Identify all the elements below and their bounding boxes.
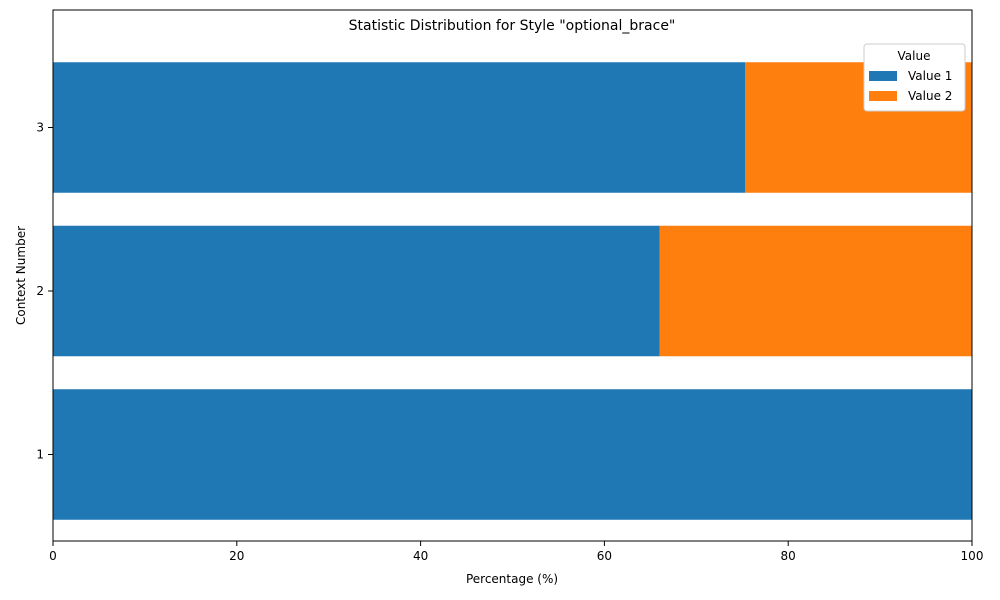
- y-tick-label: 3: [36, 121, 44, 135]
- bar-value-1-context-3: [53, 62, 746, 193]
- x-tick-label: 40: [413, 549, 428, 563]
- legend-title: Value: [898, 49, 931, 63]
- bar-value-1-context-1: [53, 389, 972, 520]
- legend-swatch: [869, 91, 897, 101]
- chart-title: Statistic Distribution for Style "option…: [349, 18, 676, 34]
- x-tick-label: 20: [229, 549, 244, 563]
- y-tick-label: 1: [36, 448, 44, 462]
- legend-swatch: [869, 71, 897, 81]
- legend-label: Value 2: [908, 89, 952, 103]
- legend-label: Value 1: [908, 69, 952, 83]
- x-axis-label: Percentage (%): [466, 572, 558, 586]
- y-axis-label: Context Number: [14, 226, 28, 325]
- bar-value-1-context-2: [53, 225, 660, 357]
- x-tick-label: 80: [781, 549, 796, 563]
- x-axis: 0 20 40 60 80 100: [49, 541, 983, 563]
- x-tick-label: 0: [49, 549, 57, 563]
- plot-area: [52, 9, 973, 542]
- bars-group: [53, 62, 972, 520]
- y-tick-label: 2: [36, 284, 44, 298]
- x-tick-label: 100: [961, 549, 984, 563]
- bar-value-2-context-2: [659, 225, 972, 357]
- x-tick-label: 60: [597, 549, 612, 563]
- legend: Value Value 1 Value 2: [863, 43, 966, 112]
- y-axis: 1 2 3: [36, 121, 53, 462]
